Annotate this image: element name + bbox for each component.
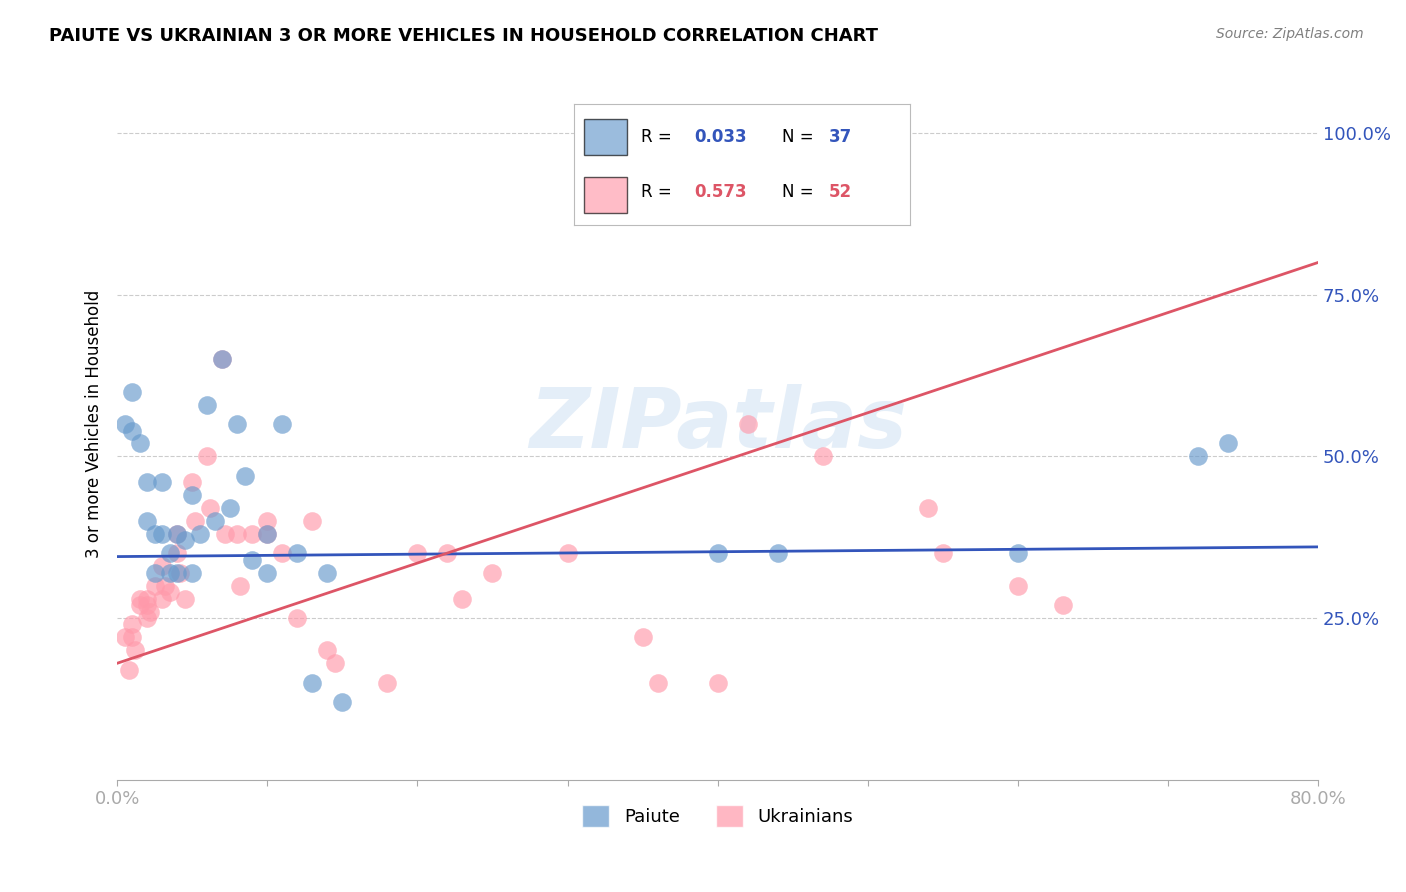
Point xyxy=(932,546,955,560)
Point xyxy=(256,514,278,528)
Point xyxy=(136,475,159,490)
Point xyxy=(406,546,429,560)
Point xyxy=(136,514,159,528)
Point xyxy=(143,527,166,541)
Point xyxy=(150,527,173,541)
Point xyxy=(169,566,191,580)
Point xyxy=(184,514,207,528)
Point xyxy=(240,527,263,541)
Point xyxy=(143,579,166,593)
Point xyxy=(631,631,654,645)
Point xyxy=(377,675,399,690)
Point xyxy=(173,591,195,606)
Point xyxy=(121,424,143,438)
Point xyxy=(128,436,150,450)
Point xyxy=(256,527,278,541)
Point xyxy=(114,631,136,645)
Point xyxy=(316,566,339,580)
Point xyxy=(256,527,278,541)
Point xyxy=(136,611,159,625)
Point xyxy=(647,675,669,690)
Text: PAIUTE VS UKRAINIAN 3 OR MORE VEHICLES IN HOUSEHOLD CORRELATION CHART: PAIUTE VS UKRAINIAN 3 OR MORE VEHICLES I… xyxy=(49,27,879,45)
Point xyxy=(271,546,294,560)
Point xyxy=(143,566,166,580)
Point xyxy=(226,417,249,431)
Point xyxy=(1052,598,1074,612)
Point xyxy=(1007,546,1029,560)
Point xyxy=(332,695,354,709)
Y-axis label: 3 or more Vehicles in Household: 3 or more Vehicles in Household xyxy=(86,290,103,558)
Point xyxy=(233,468,256,483)
Point xyxy=(481,566,503,580)
Point xyxy=(737,417,759,431)
Point xyxy=(121,384,143,399)
Point xyxy=(124,643,146,657)
Point xyxy=(173,533,195,548)
Point xyxy=(229,579,252,593)
Point xyxy=(256,566,278,580)
Text: Source: ZipAtlas.com: Source: ZipAtlas.com xyxy=(1216,27,1364,41)
Point xyxy=(451,591,474,606)
Point xyxy=(166,546,188,560)
Point xyxy=(917,501,939,516)
Point xyxy=(121,631,143,645)
Point xyxy=(166,527,188,541)
Legend: Paiute, Ukrainians: Paiute, Ukrainians xyxy=(575,798,860,835)
Point xyxy=(557,546,579,560)
Point xyxy=(195,450,218,464)
Point xyxy=(240,553,263,567)
Point xyxy=(181,488,204,502)
Point xyxy=(323,657,346,671)
Point xyxy=(181,475,204,490)
Point xyxy=(136,591,159,606)
Point xyxy=(285,611,308,625)
Point xyxy=(128,591,150,606)
Point xyxy=(226,527,249,541)
Point xyxy=(150,559,173,574)
Point xyxy=(136,598,159,612)
Point xyxy=(301,514,323,528)
Point xyxy=(128,598,150,612)
Text: ZIPatlas: ZIPatlas xyxy=(529,384,907,465)
Point xyxy=(1382,126,1405,140)
Point xyxy=(155,579,177,593)
Point xyxy=(114,417,136,431)
Point xyxy=(166,527,188,541)
Point xyxy=(271,417,294,431)
Point xyxy=(150,591,173,606)
Point xyxy=(204,514,226,528)
Point xyxy=(121,617,143,632)
Point xyxy=(218,501,240,516)
Point xyxy=(1187,450,1209,464)
Point xyxy=(285,546,308,560)
Point xyxy=(118,663,141,677)
Point xyxy=(436,546,458,560)
Point xyxy=(706,675,728,690)
Point xyxy=(766,546,789,560)
Point xyxy=(211,352,233,367)
Point xyxy=(139,605,162,619)
Point xyxy=(150,475,173,490)
Point xyxy=(159,566,181,580)
Point xyxy=(159,585,181,599)
Point xyxy=(159,546,181,560)
Point xyxy=(166,566,188,580)
Point xyxy=(188,527,211,541)
Point xyxy=(316,643,339,657)
Point xyxy=(1216,436,1239,450)
Point xyxy=(195,398,218,412)
Point xyxy=(181,566,204,580)
Point xyxy=(706,546,728,560)
Point xyxy=(211,352,233,367)
Point xyxy=(200,501,222,516)
Point xyxy=(811,450,834,464)
Point xyxy=(1007,579,1029,593)
Point xyxy=(214,527,236,541)
Point xyxy=(301,675,323,690)
